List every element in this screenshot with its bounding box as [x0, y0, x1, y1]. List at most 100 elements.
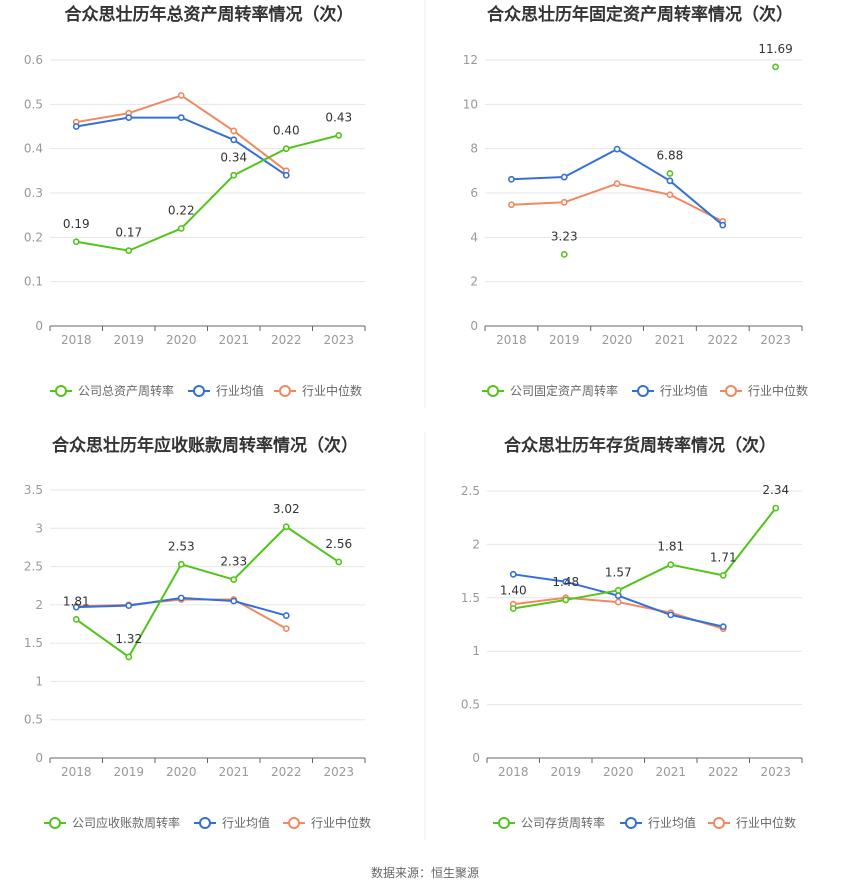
series-line-segment: [128, 596, 182, 607]
series-line-segment: [180, 563, 235, 581]
series-line-segment: [616, 148, 671, 182]
data-label: 1.71: [710, 550, 737, 564]
x-tick-label: 2018: [498, 765, 529, 779]
data-label: 3.02: [273, 502, 300, 516]
x-tick-label: 2020: [603, 765, 634, 779]
x-tick-label: 2018: [61, 333, 92, 347]
data-label: 2.33: [220, 555, 247, 569]
data-label: 6.88: [657, 148, 684, 162]
series-line-segment: [511, 201, 565, 206]
data-point: [282, 145, 290, 153]
data-point: [72, 123, 80, 130]
data-label: 0.19: [63, 217, 90, 231]
x-tick-label: 2022: [707, 333, 738, 347]
data-point: [230, 127, 238, 135]
y-tick-label: 0: [35, 319, 43, 333]
y-tick-label: 1.5: [24, 636, 43, 650]
legend-marker: [713, 817, 725, 829]
series-line-segment: [513, 598, 566, 610]
data-point: [509, 570, 517, 578]
y-tick-label: 0.2: [24, 230, 43, 244]
series-line-segment: [233, 138, 287, 177]
data-label: 11.69: [758, 42, 792, 56]
x-tick-label: 2023: [323, 333, 354, 347]
data-label: 1.32: [115, 632, 142, 646]
y-tick-label: 2.5: [461, 484, 480, 498]
data-point: [666, 177, 674, 185]
data-label: 0.22: [168, 203, 195, 217]
y-tick-label: 2: [472, 537, 480, 551]
data-label: 1.81: [657, 540, 684, 554]
x-tick-label: 2019: [113, 333, 144, 347]
data-label: 1.48: [552, 575, 579, 589]
legend-label: 公司存货周转率: [521, 815, 605, 830]
x-tick-label: 2019: [113, 765, 144, 779]
legend-label: 行业中位数: [748, 383, 808, 398]
data-point: [719, 221, 727, 229]
y-tick-label: 8: [470, 142, 478, 156]
x-tick-label: 2019: [550, 765, 581, 779]
series-line-segment: [127, 563, 183, 658]
y-tick-label: 4: [470, 230, 478, 244]
x-tick-label: 2023: [760, 765, 791, 779]
data-point: [177, 560, 185, 568]
data-point: [72, 616, 80, 623]
data-point: [667, 611, 675, 619]
legend-marker: [279, 385, 291, 397]
data-point: [125, 114, 133, 122]
data-point: [772, 504, 780, 512]
data-point: [509, 605, 517, 612]
y-tick-label: 3: [35, 521, 43, 535]
data-point: [560, 173, 568, 181]
data-point: [560, 198, 568, 206]
data-point: [125, 653, 133, 661]
data-point: [562, 578, 570, 586]
legend-label: 行业均值: [648, 815, 696, 830]
series-line-segment: [75, 618, 130, 658]
data-point: [125, 247, 133, 255]
chart-title: 合众思壮历年固定资产周转率情况（次）: [487, 4, 793, 25]
series-line-segment: [180, 174, 235, 230]
data-point: [613, 145, 621, 153]
legend-label: 公司应收账款周转率: [72, 815, 180, 830]
data-point: [614, 598, 622, 606]
chart-panel-4: 合众思壮历年存货周转率情况（次） 0 0.5 1 1.5 2 2.5 2018 2019 2020…: [461, 435, 803, 830]
chart-panel-2: 合众思壮历年固定资产周转率情况（次） 0 2 4 6 8 10 12 2018 2019 2020 2…: [463, 4, 808, 398]
x-tick-label: 2021: [218, 765, 249, 779]
data-label: 2.56: [325, 537, 352, 551]
y-tick-label: 0.4: [24, 142, 43, 156]
x-tick-label: 2020: [166, 765, 197, 779]
series-line-segment: [76, 112, 129, 124]
legend-marker: [625, 817, 637, 829]
x-tick-label: 2023: [323, 765, 354, 779]
data-point: [508, 201, 515, 209]
data-point: [772, 63, 779, 71]
data-point: [282, 171, 290, 179]
data-point: [177, 225, 185, 232]
y-tick-label: 1: [35, 674, 43, 688]
series-line-segment: [617, 594, 672, 616]
data-point: [666, 170, 674, 177]
series-line-segment: [128, 227, 182, 252]
data-point: [125, 602, 133, 610]
series-line-segment: [180, 94, 235, 132]
series-line-segment: [722, 507, 777, 576]
y-tick-label: 0.5: [24, 713, 43, 727]
y-tick-label: 0.6: [24, 53, 43, 67]
y-tick-label: 0: [472, 751, 480, 765]
legend-marker: [487, 385, 499, 397]
y-tick-label: 1: [472, 644, 480, 658]
series-line-segment: [670, 563, 724, 577]
y-tick-label: 2: [35, 598, 43, 612]
data-point: [667, 561, 675, 569]
data-point: [72, 603, 80, 611]
y-tick-label: 0: [35, 751, 43, 765]
x-tick-label: 2023: [760, 333, 791, 347]
legend-marker: [193, 385, 205, 397]
y-tick-label: 0.1: [24, 275, 43, 289]
series-line-segment: [181, 596, 234, 603]
x-tick-label: 2022: [271, 333, 302, 347]
data-label: 0.40: [273, 124, 300, 138]
